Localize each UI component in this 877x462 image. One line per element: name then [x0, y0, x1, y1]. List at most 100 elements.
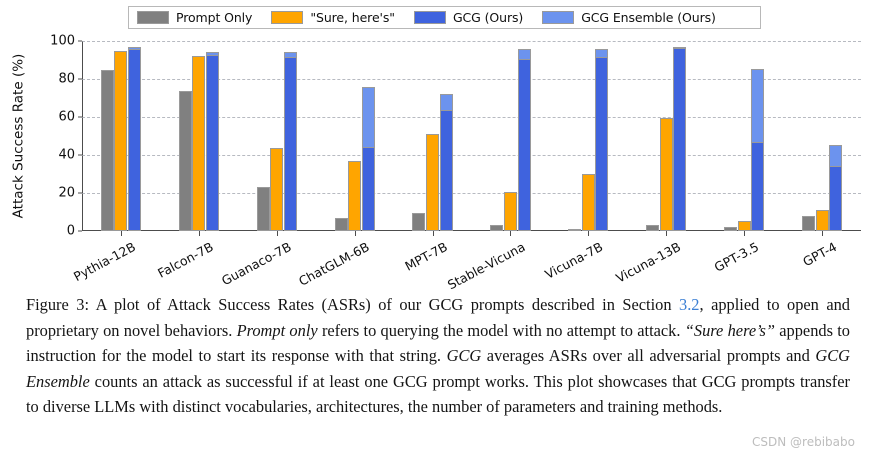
x-tick-label: ChatGLM-6B: [296, 239, 372, 289]
gridline: [82, 193, 861, 194]
x-tick-label: GPT-4: [800, 239, 840, 270]
legend-label: GCG Ensemble (Ours): [581, 10, 716, 25]
x-tick-mark: [588, 231, 590, 236]
y-tick-label: 60: [58, 109, 75, 125]
legend-swatch-icon: [137, 11, 169, 24]
legend-label: GCG (Ours): [452, 10, 524, 25]
caption-text-part-3: refers to querying the model with no att…: [317, 320, 685, 340]
bar-group: ChatGLM-6B: [296, 41, 375, 289]
x-tick-label: Stable-Vicuna: [444, 239, 528, 293]
bar-gcg: [439, 94, 453, 231]
bar-sure-heres: [192, 56, 206, 231]
bar-group: Guanaco-7B: [219, 41, 297, 288]
caption-emph-gcg-ensemble: GCG Ensemble: [26, 346, 850, 391]
bar-gcg: [205, 51, 219, 231]
watermark: CSDN @rebibabo: [752, 435, 855, 449]
legend-label: Prompt Only: [176, 10, 253, 25]
bar-group: Vicuna-13B: [613, 41, 687, 286]
x-tick-label: Vicuna-13B: [613, 239, 684, 286]
x-tick-mark: [198, 231, 200, 236]
bar-prompt-only: [334, 218, 348, 231]
x-tick-label: Pythia-12B: [70, 239, 138, 285]
bar-gcg: [595, 48, 609, 231]
y-axis-label-text: Attack Success Rate (%): [10, 53, 27, 219]
bar-prompt-only: [100, 70, 114, 231]
chart-legend: Prompt Only "Sure, here's" GCG (Ours) GCG E…: [128, 6, 761, 29]
bar-gcg: [517, 48, 531, 231]
y-tick-label: 0: [66, 223, 75, 239]
bar-gcg-ensemble: [751, 68, 765, 143]
caption-emph-prompt-only: Prompt only: [236, 320, 318, 340]
bar-gcg-ensemble: [205, 51, 219, 57]
caption-emph-gcg: GCG: [446, 346, 482, 365]
bar-group: GPT-3.5: [712, 41, 765, 275]
bar-gcg-ensemble: [829, 144, 843, 167]
y-tick-mark: [78, 192, 82, 194]
legend-entry-0: Prompt Only: [137, 10, 252, 25]
x-tick-label: GPT-3.5: [711, 239, 762, 275]
bar-group: MPT-7B: [402, 41, 453, 274]
x-tick-mark: [744, 231, 746, 236]
legend-entry-1: "Sure, here's": [271, 10, 395, 25]
x-tick-mark: [510, 231, 512, 236]
y-tick-mark: [78, 40, 82, 42]
bar-group: Pythia-12B: [71, 41, 142, 284]
x-tick-mark: [822, 231, 824, 236]
caption-section-link[interactable]: 3.2: [679, 295, 700, 314]
gridline: [82, 155, 861, 156]
x-tick-mark: [120, 231, 122, 236]
y-tick-label: 40: [58, 147, 75, 163]
bar-prompt-only: [490, 225, 504, 231]
bar-group: Stable-Vicuna: [445, 41, 531, 292]
bar-gcg-ensemble: [283, 51, 297, 59]
bar-sure-heres: [503, 192, 517, 231]
y-tick-label: 80: [58, 71, 75, 87]
bar-prompt-only: [178, 91, 192, 231]
x-tick-label: MPT-7B: [402, 239, 450, 274]
bar-group: Falcon-7B: [155, 41, 219, 281]
bar-gcg: [283, 51, 297, 231]
bar-gcg-ensemble: [517, 48, 531, 61]
x-tick-label: Falcon-7B: [155, 239, 216, 281]
caption-text-part-2: , applied to open and proprietary on nov…: [26, 295, 850, 340]
x-tick-label: Vicuna-7B: [542, 239, 606, 282]
bar-gcg: [128, 46, 142, 231]
y-tick-mark: [78, 78, 82, 80]
caption-text-part-4: appends to instruction for the model to …: [26, 320, 850, 366]
x-tick-mark: [276, 231, 278, 236]
bar-prompt-only: [412, 212, 426, 231]
gridline: [82, 117, 861, 118]
bar-sure-heres: [815, 210, 829, 231]
gridline: [82, 41, 861, 42]
caption-text-part-6: counts an attack as successful if at lea…: [26, 371, 850, 417]
bar-sure-heres: [426, 134, 440, 231]
y-axis-label: Attack Success Rate (%): [8, 41, 28, 231]
y-tick-mark: [78, 154, 82, 156]
legend-entry-2: GCG (Ours): [413, 10, 524, 25]
bar-sure-heres: [659, 117, 673, 231]
figure-3: Prompt Only "Sure, here's" GCG (Ours) GCG E…: [8, 6, 861, 292]
bar-group: Vicuna-7B: [543, 41, 609, 282]
gridline: [82, 79, 861, 80]
bar-gcg-ensemble: [673, 46, 687, 49]
bar-group: GPT-4: [800, 41, 843, 269]
caption-text-part-5: averages ASRs over all adversarial promp…: [481, 346, 816, 365]
bar-gcg-ensemble: [595, 48, 609, 59]
bar-sure-heres: [270, 148, 284, 231]
legend-swatch-icon: [542, 11, 575, 24]
legend-swatch-icon: [413, 11, 446, 24]
legend-swatch-icon: [271, 11, 304, 24]
x-tick-mark: [666, 231, 668, 236]
plot-area: 0 20 40 60 80 100 Pythia-12B Falcon-7B Guanaco-…: [50, 34, 861, 292]
caption-figure-label: Figure 3:: [26, 295, 90, 314]
bar-sure-heres: [348, 160, 362, 231]
bar-gcg-ensemble: [128, 46, 142, 50]
bar-gcg: [751, 68, 765, 231]
plot-frame: [82, 41, 861, 231]
bar-prompt-only: [646, 225, 660, 231]
bar-gcg: [673, 46, 687, 231]
legend-entry-3: GCG Ensemble (Ours): [542, 10, 716, 25]
bar-gcg-ensemble: [361, 86, 375, 149]
bar-sure-heres: [581, 174, 595, 231]
y-tick-mark: [78, 116, 82, 118]
